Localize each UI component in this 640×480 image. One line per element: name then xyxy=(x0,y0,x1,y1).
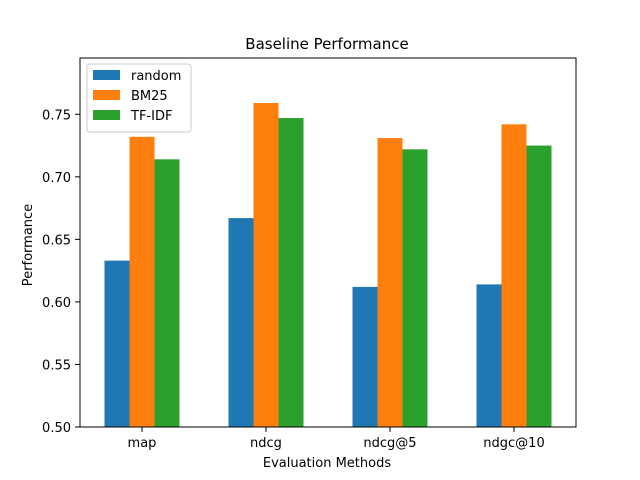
chart-title: Baseline Performance xyxy=(245,35,408,53)
bar-random-0 xyxy=(104,260,130,427)
y-axis-label: Performance xyxy=(21,204,36,286)
legend-label: TF-IDF xyxy=(130,109,172,124)
legend: random BM25 TF-IDF xyxy=(86,63,192,133)
legend-swatch xyxy=(93,90,120,100)
y-tick-label: 0.75 xyxy=(42,108,71,123)
bar-bm25-0 xyxy=(129,136,155,427)
x-tick-label: ndcg xyxy=(250,436,282,451)
bar-tf-idf-0 xyxy=(154,159,180,427)
legend-swatch xyxy=(93,70,120,80)
y-tick-label: 0.70 xyxy=(42,171,71,186)
bars-group xyxy=(104,103,552,427)
y-tick-label: 0.60 xyxy=(42,296,71,311)
x-axis-label: Evaluation Methods xyxy=(263,456,391,471)
x-tick-label: ndgc@10 xyxy=(483,436,544,451)
bar-random-2 xyxy=(352,286,378,427)
bar-tf-idf-2 xyxy=(402,149,428,427)
y-tick-label: 0.50 xyxy=(42,421,71,436)
legend-swatch xyxy=(93,110,120,120)
legend-label: random xyxy=(131,69,181,84)
x-tick-label: map xyxy=(128,436,157,451)
bar-bm25-2 xyxy=(377,138,403,427)
bar-tf-idf-3 xyxy=(526,145,552,427)
bar-tf-idf-1 xyxy=(278,118,304,427)
bar-bm25-3 xyxy=(501,124,527,427)
legend-label: BM25 xyxy=(131,89,168,104)
bar-bm25-1 xyxy=(253,103,279,427)
y-ticks: 0.50 0.55 0.60 0.65 0.70 0.75 xyxy=(42,108,80,436)
bar-random-3 xyxy=(476,284,502,427)
plot-frame xyxy=(79,57,577,428)
y-tick-label: 0.65 xyxy=(42,233,71,248)
bar-random-1 xyxy=(228,218,254,427)
x-tick-label: ndcg@5 xyxy=(363,436,416,451)
x-ticks: map ndcg ndcg@5 ndgc@10 xyxy=(128,427,545,451)
y-tick-label: 0.55 xyxy=(42,358,71,373)
